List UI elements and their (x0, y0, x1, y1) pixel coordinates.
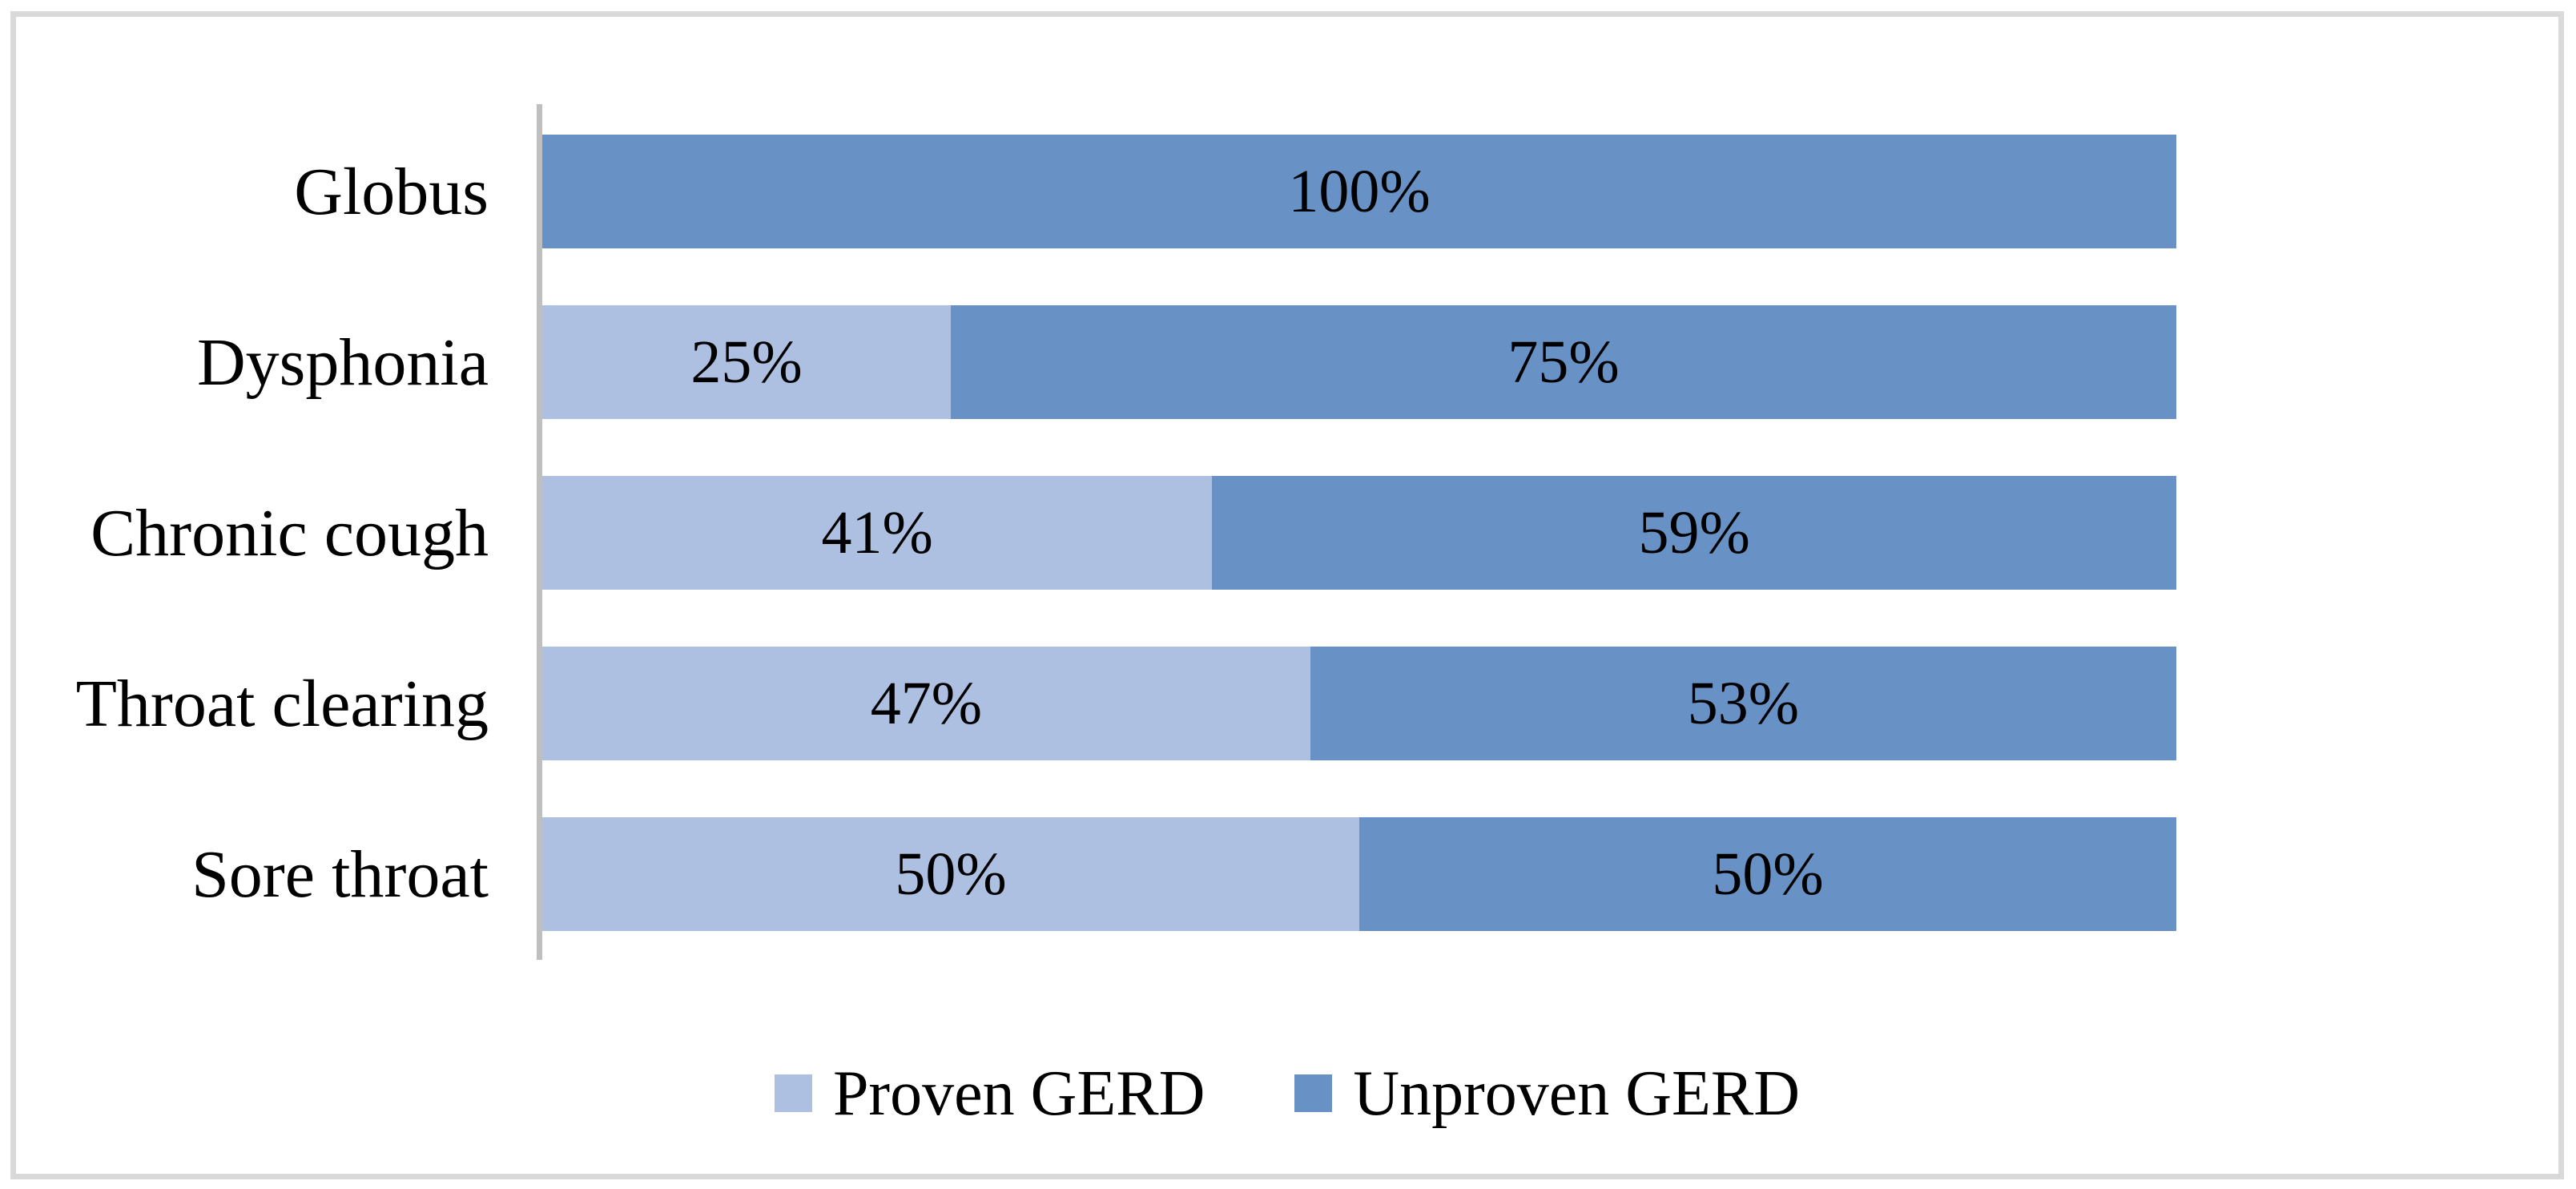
category-label-dysphonia: Dysphonia (197, 324, 489, 400)
data-label: 47% (870, 670, 983, 737)
category-label-sore-throat: Sore throat (191, 836, 489, 912)
bar-segment-proven-gerd: 41% (542, 476, 1213, 590)
figure-frame: Globus 100% Dysphonia 25% 75% Chronic cough 41… (10, 11, 2564, 1179)
category-label-globus: Globus (294, 154, 489, 229)
y-axis-line (537, 104, 542, 960)
plot-area: Globus 100% Dysphonia 25% 75% Chronic cough 41… (16, 17, 2558, 1174)
data-label: 25% (690, 328, 803, 396)
bar-track: 47% 53% (542, 647, 2176, 760)
bar-segment-unproven-gerd: 50% (1359, 817, 2176, 931)
category-label-throat-clearing: Throat clearing (75, 666, 489, 741)
bar-row: Throat clearing 47% 53% (16, 647, 2558, 760)
legend-swatch-unproven-gerd (1294, 1074, 1333, 1112)
bar-track: 25% 75% (542, 305, 2176, 419)
bar-track: 41% 59% (542, 476, 2176, 590)
bar-segment-unproven-gerd: 59% (1212, 476, 2176, 590)
bar-row: Chronic cough 41% 59% (16, 476, 2558, 590)
bar-segment-unproven-gerd: 100% (542, 135, 2176, 248)
legend-swatch-proven-gerd (774, 1074, 812, 1112)
legend: Proven GERD Unproven GERD (16, 1055, 2558, 1131)
data-label: 41% (821, 499, 933, 566)
data-label: 50% (1712, 840, 1824, 908)
bar-segment-unproven-gerd: 53% (1310, 647, 2176, 760)
legend-item-unproven-gerd: Unproven GERD (1294, 1062, 1800, 1126)
legend-label: Unproven GERD (1353, 1058, 1801, 1129)
data-label: 53% (1687, 670, 1800, 737)
bar-track: 50% 50% (542, 817, 2176, 931)
bar-track: 100% (542, 135, 2176, 248)
legend-label: Proven GERD (832, 1058, 1205, 1129)
data-label: 50% (895, 840, 1007, 908)
data-label: 75% (1507, 328, 1620, 396)
bar-segment-proven-gerd: 25% (542, 305, 951, 419)
bar-segment-proven-gerd: 47% (542, 647, 1310, 760)
data-label: 100% (1288, 158, 1431, 225)
bar-segment-unproven-gerd: 75% (951, 305, 2176, 419)
legend-item-proven-gerd: Proven GERD (774, 1058, 1205, 1129)
category-label-chronic-cough: Chronic cough (91, 495, 489, 570)
bar-segment-proven-gerd: 50% (542, 817, 1359, 931)
data-label: 59% (1638, 499, 1750, 566)
bar-row: Globus 100% (16, 135, 2558, 248)
bar-row: Dysphonia 25% 75% (16, 305, 2558, 419)
bar-row: Sore throat 50% 50% (16, 817, 2558, 931)
